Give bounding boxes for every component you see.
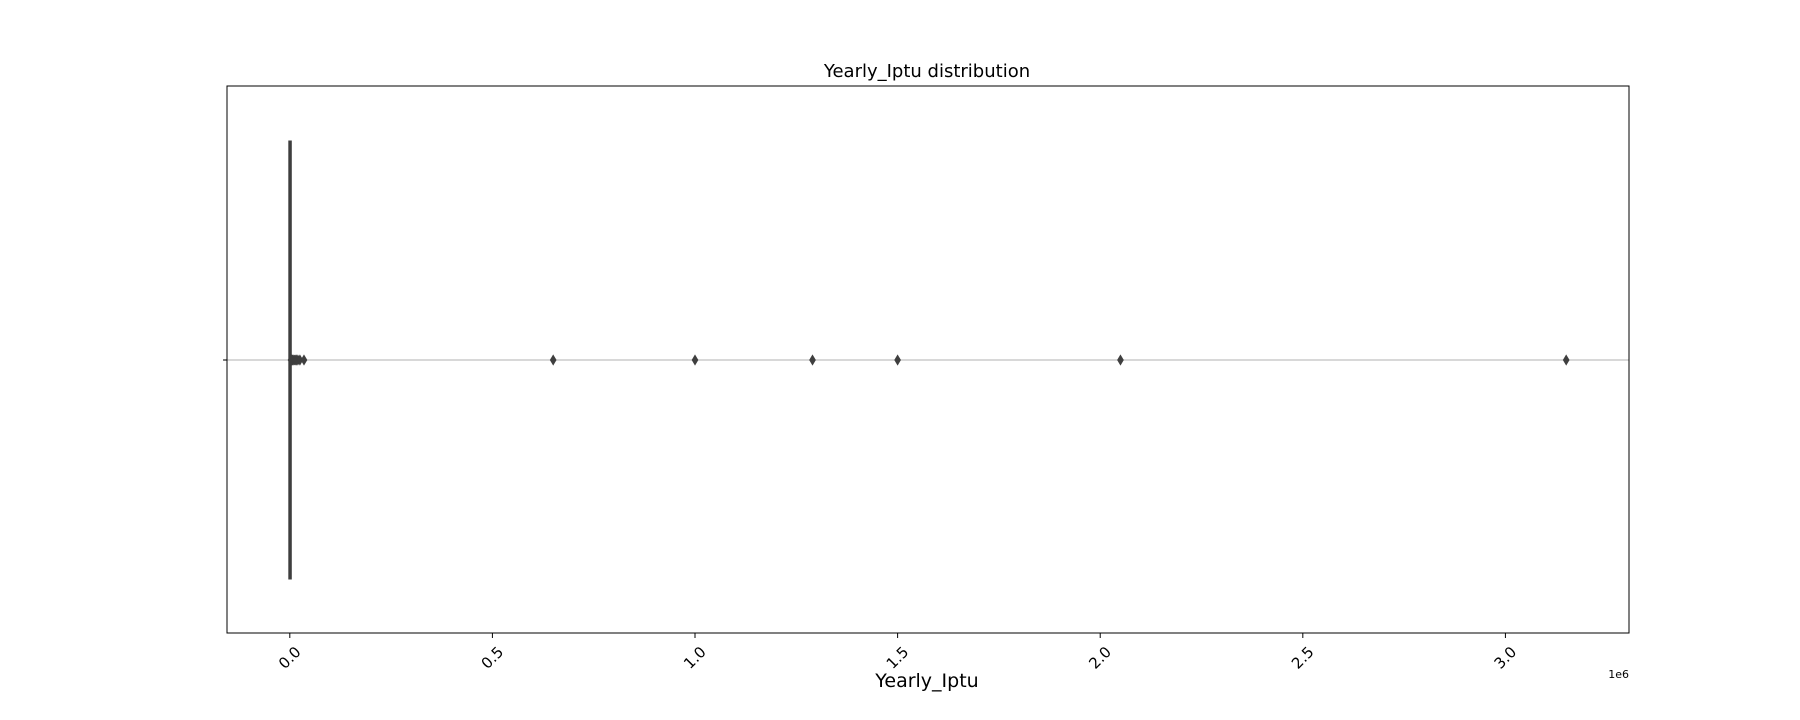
outlier-point: [1562, 354, 1570, 366]
x-tick-label: 0.5: [478, 643, 508, 673]
x-axis-label: Yearly_Iptu: [874, 670, 978, 692]
plot-area: [224, 140, 1629, 580]
outlier-point: [809, 354, 816, 366]
x-axis: 0.0 0.5 1.0 1.5 2.0 2.5 3.0: [223, 359, 1521, 673]
x-tick-label: 2.0: [1085, 643, 1115, 673]
outlier-point: [1117, 354, 1124, 366]
outlier-point: [691, 354, 699, 366]
x-tick-label: 0.0: [275, 643, 305, 673]
x-tick-label: 1.0: [680, 643, 710, 673]
x-tick-label: 1.5: [883, 643, 913, 673]
outlier-point: [300, 354, 308, 366]
x-tick-label: 3.0: [1491, 643, 1521, 673]
chart-title: Yearly_Iptu distribution: [823, 61, 1030, 82]
x-tick-label: 2.5: [1288, 643, 1318, 673]
x-axis-offset-label: 1e6: [1608, 668, 1629, 681]
outlier-point: [549, 354, 557, 366]
outlier-point: [894, 354, 901, 366]
